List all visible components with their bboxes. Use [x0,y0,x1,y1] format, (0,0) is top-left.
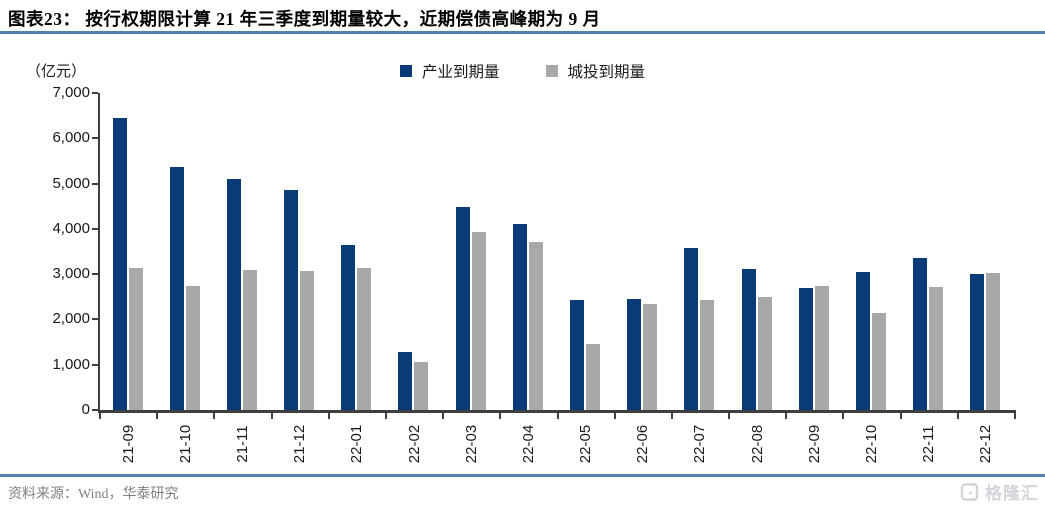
x-axis-category-label: 22-02 [405,424,423,464]
bar-urban-investment-maturity [757,297,772,410]
bar-industry-maturity [226,179,241,410]
y-axis-tick [92,318,98,321]
legend-item-urban-investment-maturity: 城投到期量 [545,60,646,82]
y-axis-line [98,93,100,413]
bar-industry-maturity [512,224,527,410]
bar-industry-maturity [855,271,870,410]
x-axis-category-label: 22-03 [462,424,480,464]
x-axis-tick [499,413,502,419]
title-divider [0,31,1045,34]
gelonghui-watermark: 格隆汇 [960,479,1039,504]
bar-urban-investment-maturity [986,273,1001,410]
y-axis-tick-label: 3,000 [52,265,90,283]
bar-urban-investment-maturity [300,270,315,410]
bar-industry-maturity [798,287,813,410]
y-axis-tick-label: 6,000 [52,129,90,147]
bar-industry-maturity [913,257,928,410]
bar-industry-maturity [455,207,470,410]
gelonghui-watermark-text: 格隆汇 [985,484,1039,503]
x-axis-category-label: 22-11 [920,425,938,463]
y-axis-tick-label: 4,000 [52,219,90,237]
bar-urban-investment-maturity [471,232,486,410]
x-axis-tick [213,413,216,419]
legend-swatch-urban-investment-maturity [545,65,558,77]
bar-urban-investment-maturity [128,268,143,410]
x-axis-tick [785,413,788,419]
x-axis-line [98,410,1016,413]
footer-divider [0,474,1045,477]
x-axis-tick [156,413,159,419]
bar-industry-maturity [284,189,299,410]
x-axis-category-label: 21-12 [291,424,309,464]
y-axis-tick [92,227,98,230]
x-axis-tick [442,413,445,419]
figure-title: 图表23： 按行权期限计算 21 年三季度到期量较大，近期偿债高峰期为 9 月 [8,9,601,29]
bar-urban-investment-maturity [414,361,429,410]
x-axis-category-label: 21-11 [233,425,251,463]
source-note: 资料来源：Wind，华泰研究 [8,487,179,502]
bar-urban-investment-maturity [242,270,257,410]
legend-label-urban-investment-maturity: 城投到期量 [567,64,646,81]
x-axis-tick [99,413,101,419]
bar-industry-maturity [741,269,756,410]
y-axis-tick-label: 2,000 [52,310,90,328]
y-axis-tick [92,182,98,185]
x-axis-category-label: 21-09 [119,424,137,464]
chart-legend: 产业到期量 城投到期量 [0,60,1045,82]
gelonghui-logo-icon [960,482,979,501]
x-axis-category-label: 22-12 [977,424,995,464]
bar-industry-maturity [970,274,985,410]
bar-urban-investment-maturity [929,287,944,410]
x-axis-tick [899,413,902,419]
x-axis-tick [556,413,559,419]
bar-industry-maturity [684,248,699,410]
y-axis-tick-label: 1,000 [52,355,90,373]
x-axis-tick [956,413,959,419]
bar-urban-investment-maturity [586,344,600,410]
x-axis-tick [728,413,731,419]
bar-urban-investment-maturity [185,285,200,410]
y-axis-tick [92,273,98,276]
x-axis-category-label: 22-01 [348,424,366,464]
bar-urban-investment-maturity [814,285,829,410]
bar-urban-investment-maturity [528,242,543,410]
bar-industry-maturity [341,245,356,410]
x-axis-tick [670,413,673,419]
x-axis-tick [384,413,387,419]
bar-urban-investment-maturity [871,312,886,410]
x-axis-category-label: 22-09 [805,424,823,464]
x-axis-tick [842,413,845,419]
x-axis-category-label: 22-04 [519,424,537,464]
x-axis-tick [327,413,330,419]
y-axis-tick [92,363,98,366]
y-axis-tick [92,137,98,140]
bar-urban-investment-maturity [643,304,658,410]
x-axis-category-label: 22-05 [577,424,595,464]
legend-label-industry-maturity: 产业到期量 [421,64,500,81]
x-axis-category-label: 22-07 [691,424,709,464]
bar-industry-maturity [570,299,584,410]
x-axis-tick [270,413,273,419]
x-axis-tick [1014,413,1016,419]
bar-industry-maturity [169,166,184,410]
x-axis-category-label: 22-08 [748,424,766,464]
y-axis-tick [92,409,98,411]
x-axis-category-label: 21-10 [176,424,194,464]
x-axis-category-label: 22-10 [863,424,881,464]
bar-urban-investment-maturity [357,267,372,410]
bar-industry-maturity [627,299,642,410]
legend-swatch-industry-maturity [399,65,412,77]
x-axis-tick [613,413,616,419]
bar-industry-maturity [398,352,413,410]
y-axis-unit-label: （亿元） [26,64,87,80]
bar-urban-investment-maturity [700,299,715,410]
y-axis-tick-label: 5,000 [52,174,90,192]
legend-item-industry-maturity: 产业到期量 [399,60,500,82]
y-axis-tick-label: 7,000 [52,84,90,101]
y-axis-tick [92,92,98,94]
y-axis-tick-label: 0 [81,401,90,418]
x-axis-category-label: 22-06 [634,424,652,464]
bar-industry-maturity [112,118,127,410]
